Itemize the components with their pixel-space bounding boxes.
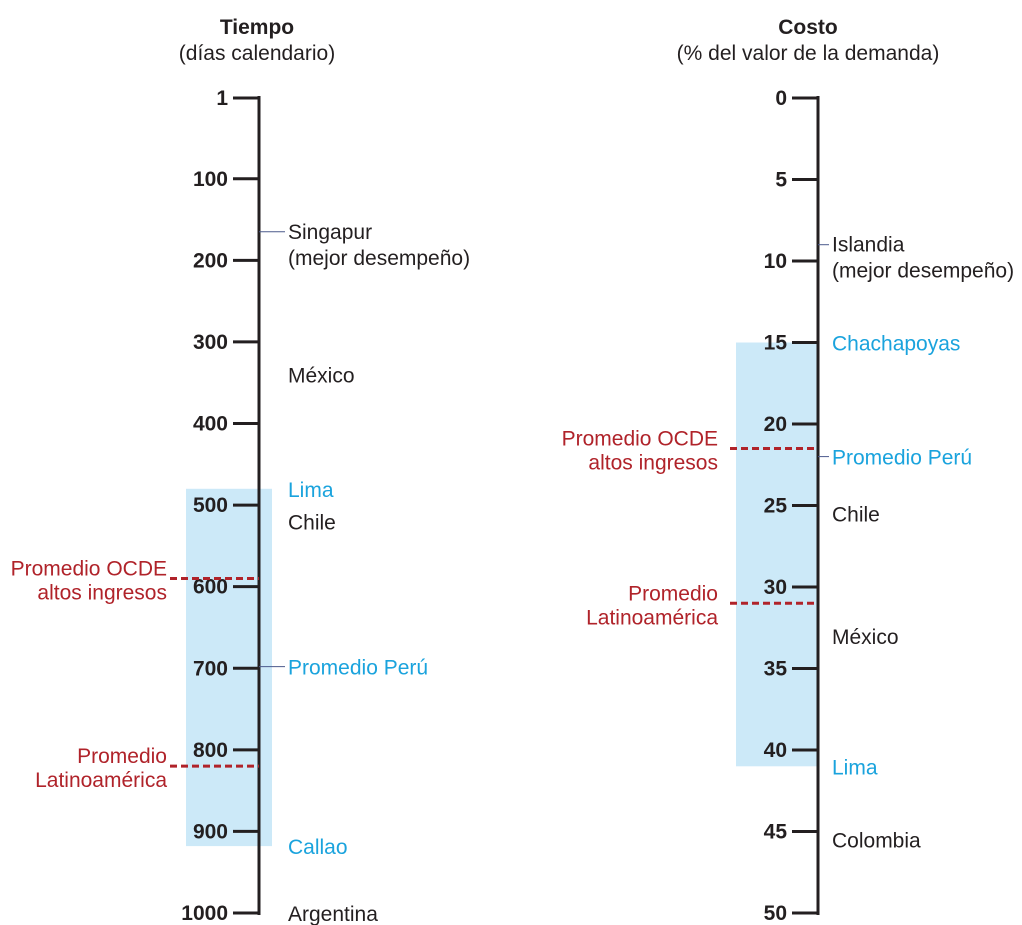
cost-point-label: Promedio Perú [832, 447, 972, 470]
cost-tick-label: 20 [764, 413, 787, 436]
time-annotation-sublabel: altos ingresos [37, 582, 167, 605]
time-point-label: Promedio Perú [288, 657, 428, 680]
time-tick-label: 1 [216, 87, 228, 110]
time-tick-label: 600 [193, 576, 228, 599]
cost-tick-label: 10 [764, 250, 787, 273]
cost-tick-label: 50 [764, 902, 787, 925]
time-tick-label: 300 [193, 331, 228, 354]
cost-shaded-range [736, 342, 818, 767]
cost-point-label: Lima [832, 756, 878, 779]
cost-scale-subtitle: (% del valor de la demanda) [677, 42, 940, 65]
time-tick-label: 1000 [181, 902, 228, 925]
cost-point-label: Chachapoyas [832, 333, 960, 356]
cost-point-sublabel: (mejor desempeño) [832, 260, 1014, 283]
time-tick-label: 500 [193, 494, 228, 517]
time-tick-label: 400 [193, 413, 228, 436]
time-annotation-label: Promedio [77, 745, 167, 768]
cost-annotation-label: Promedio [628, 582, 718, 605]
time-point-label: Singapur [288, 221, 372, 244]
time-point-label: Lima [288, 479, 334, 502]
time-point-label: México [288, 365, 355, 388]
time-point-label: Chile [288, 511, 336, 534]
time-tick-label: 800 [193, 739, 228, 762]
cost-annotation-sublabel: altos ingresos [588, 451, 718, 474]
cost-point-label: Chile [832, 504, 880, 527]
cost-tick-label: 40 [764, 739, 787, 762]
time-tick-label: 100 [193, 168, 228, 191]
time-scale-title: Tiempo [220, 16, 294, 39]
time-annotation-label: Promedio OCDE [11, 558, 167, 581]
time-tick-label: 700 [193, 657, 228, 680]
cost-tick-label: 25 [764, 495, 788, 518]
cost-tick-label: 15 [764, 332, 788, 355]
cost-scale-title: Costo [778, 16, 838, 39]
cost-point-label: Colombia [832, 830, 921, 853]
time-scale-panel: Tiempo (días calendario) 1 100 200 300 400 50… [11, 16, 470, 925]
cost-tick-label: 35 [764, 658, 788, 681]
time-tick-label: 900 [193, 820, 228, 843]
time-annotation-sublabel: Latinoamérica [35, 769, 167, 792]
time-scale-subtitle: (días calendario) [179, 42, 335, 65]
cost-tick-label: 5 [775, 169, 787, 192]
cost-annotation-sublabel: Latinoamérica [586, 606, 718, 629]
time-tick-label: 200 [193, 249, 228, 272]
time-point-sublabel: (mejor desempeño) [288, 247, 470, 270]
time-point-label: Argentina [288, 903, 378, 925]
cost-point-label: Islandia [832, 234, 905, 257]
cost-annotation-label: Promedio OCDE [562, 427, 718, 450]
cost-scale-panel: Costo (% del valor de la demanda) 0 5 10 15… [562, 16, 1014, 925]
cost-tick-label: 30 [764, 576, 787, 599]
time-point-label: Callao [288, 836, 348, 859]
cost-tick-label: 45 [764, 821, 788, 844]
cost-tick-label: 0 [775, 87, 787, 110]
cost-point-label: México [832, 626, 899, 649]
